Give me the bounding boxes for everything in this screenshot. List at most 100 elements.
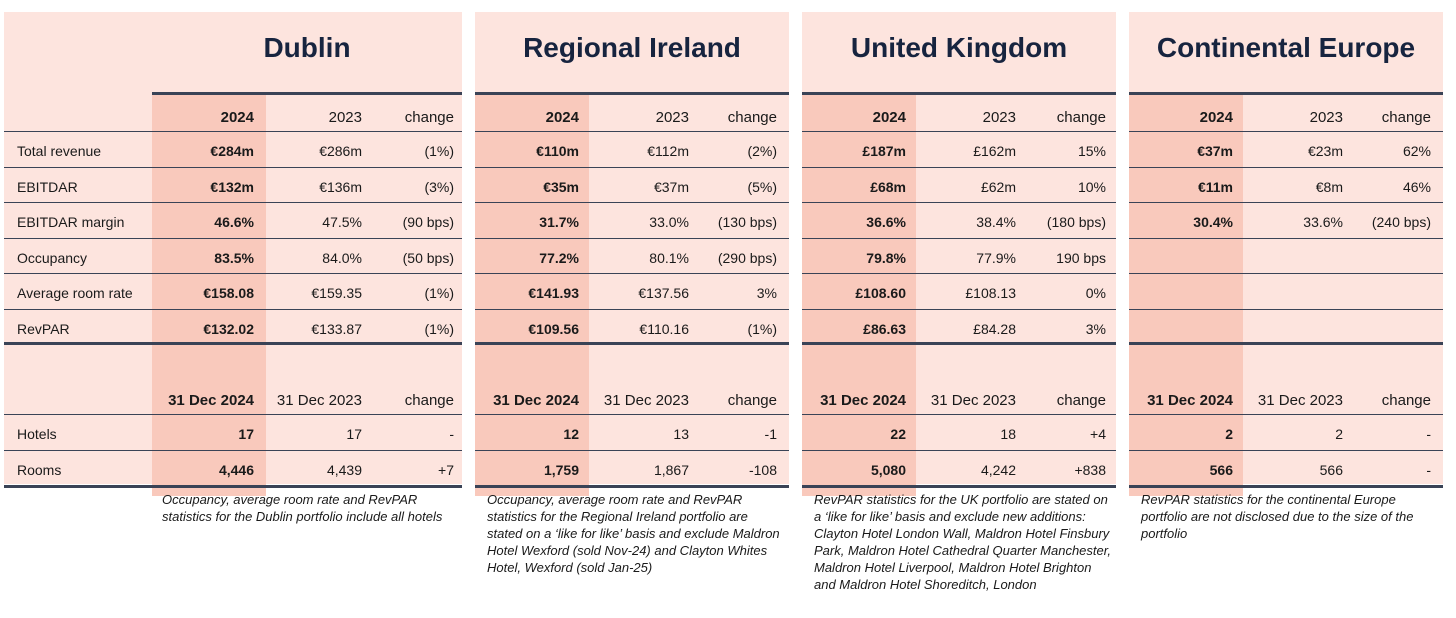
section-divider xyxy=(1129,342,1443,345)
row-label: EBITDAR margin xyxy=(17,214,125,231)
row-label: Total revenue xyxy=(17,143,102,159)
bottom-rule xyxy=(1129,485,1443,488)
value-2024: €37m xyxy=(1197,143,1233,159)
value-change: (130 bps) xyxy=(717,214,777,231)
footnote: RevPAR statistics for the UK portfolio a… xyxy=(814,492,1111,592)
row-divider xyxy=(802,166,1116,168)
row-divider xyxy=(475,237,789,239)
header2-rule xyxy=(4,414,462,415)
value-dec-2023: 1,867 xyxy=(653,461,689,478)
value-dec-2024: 1,759 xyxy=(543,461,579,478)
header-change: change xyxy=(727,109,777,126)
value-2024: 30.4% xyxy=(1193,214,1233,231)
header2-change: change xyxy=(1381,392,1431,409)
value-change: (1%) xyxy=(424,321,454,337)
highlight-2024-column xyxy=(475,94,589,496)
row-divider xyxy=(802,449,1116,451)
row-label: Occupancy xyxy=(17,249,88,266)
header-dec-2024: 31 Dec 2024 xyxy=(820,392,906,409)
value-change: 0% xyxy=(1085,285,1106,302)
value-2023: €137.56 xyxy=(638,285,689,302)
value-change: -1 xyxy=(764,426,777,442)
title-underline xyxy=(802,92,1116,95)
segment-panel: Dublin 2024 2023 change Total revenue €284m €2… xyxy=(4,12,462,496)
value-dec-2024: 12 xyxy=(563,426,579,442)
row-divider xyxy=(1129,273,1443,275)
value-change: (2%) xyxy=(747,143,777,159)
row-label: Average room rate xyxy=(17,285,133,302)
value-2024: 79.8% xyxy=(866,249,906,266)
value-2024: £108.60 xyxy=(855,285,906,302)
value-dec-2023: 4,242 xyxy=(980,461,1016,478)
value-2024: €284m xyxy=(210,143,254,159)
value-2023: 47.5% xyxy=(322,214,362,231)
section-divider xyxy=(802,342,1116,345)
footnote: RevPAR statistics for the continental Eu… xyxy=(1141,492,1414,541)
value-change: 46% xyxy=(1402,178,1431,195)
value-dec-2023: 18 xyxy=(1000,426,1016,442)
row-divider xyxy=(4,166,462,168)
value-change: 190 bps xyxy=(1056,249,1106,266)
header-rule xyxy=(475,131,789,132)
row-divider xyxy=(1129,202,1443,204)
value-change: +4 xyxy=(1090,426,1106,442)
value-2024: €110m xyxy=(536,143,579,159)
header-dec-2024: 31 Dec 2024 xyxy=(493,392,579,409)
value-2024: £187m xyxy=(862,143,906,159)
value-2024: €132m xyxy=(210,178,254,195)
bottom-rule xyxy=(475,485,789,488)
header-2023: 2023 xyxy=(328,109,362,126)
value-2024: €158.08 xyxy=(203,285,254,302)
row-divider xyxy=(475,166,789,168)
value-2023: €112m xyxy=(647,143,689,159)
header-2023: 2023 xyxy=(1309,109,1343,126)
header2-change: change xyxy=(727,392,777,409)
value-2024: 36.6% xyxy=(866,214,906,231)
value-2024: €109.56 xyxy=(528,321,579,337)
row-divider xyxy=(1129,449,1443,451)
value-2024: €35m xyxy=(543,178,579,195)
value-2024: 83.5% xyxy=(214,249,254,266)
header-dec-2023: 31 Dec 2023 xyxy=(603,392,689,409)
row-label: Rooms xyxy=(17,461,62,478)
value-2023: 84.0% xyxy=(322,249,362,266)
row-divider xyxy=(802,237,1116,239)
highlight-2024-column xyxy=(1129,94,1243,496)
header2-rule xyxy=(475,414,789,415)
header-2024: 2024 xyxy=(545,109,579,126)
header-dec-2023: 31 Dec 2023 xyxy=(1257,392,1343,409)
value-2023: £84.28 xyxy=(973,321,1016,337)
value-dec-2023: 4,439 xyxy=(326,461,362,478)
value-change: -108 xyxy=(748,461,777,478)
value-2023: €159.35 xyxy=(311,285,362,302)
title-underline xyxy=(475,92,789,95)
header-change: change xyxy=(1381,109,1431,126)
value-2023: 33.6% xyxy=(1303,214,1343,231)
value-change: (3%) xyxy=(424,178,454,195)
header-dec-2024: 31 Dec 2024 xyxy=(1147,392,1233,409)
row-label: Hotels xyxy=(17,426,57,442)
header2-rule xyxy=(1129,414,1443,415)
value-2023: £62m xyxy=(980,178,1016,195)
value-dec-2023: 17 xyxy=(346,426,362,442)
row-divider xyxy=(475,449,789,451)
highlight-2024-column xyxy=(802,94,916,496)
header-change: change xyxy=(404,109,454,126)
value-dec-2024: 22 xyxy=(890,426,906,442)
value-change: 15% xyxy=(1077,143,1106,159)
header-2023: 2023 xyxy=(655,109,689,126)
footnote: Occupancy, average room rate and RevPAR … xyxy=(162,492,443,524)
header-rule xyxy=(802,131,1116,132)
header2-change: change xyxy=(404,392,454,409)
header2-change: change xyxy=(1056,392,1106,409)
header-dec-2024: 31 Dec 2024 xyxy=(168,392,254,409)
value-change: 62% xyxy=(1402,143,1431,159)
panel-title: Continental Europe xyxy=(1156,32,1416,63)
title-underline xyxy=(1129,92,1443,95)
value-2023: €286m xyxy=(319,143,362,159)
value-change: (1%) xyxy=(747,321,777,337)
value-2024: 46.6% xyxy=(214,214,254,231)
value-2023: €136m xyxy=(319,178,362,195)
value-change: (1%) xyxy=(424,285,454,302)
header-2024: 2024 xyxy=(220,109,254,126)
